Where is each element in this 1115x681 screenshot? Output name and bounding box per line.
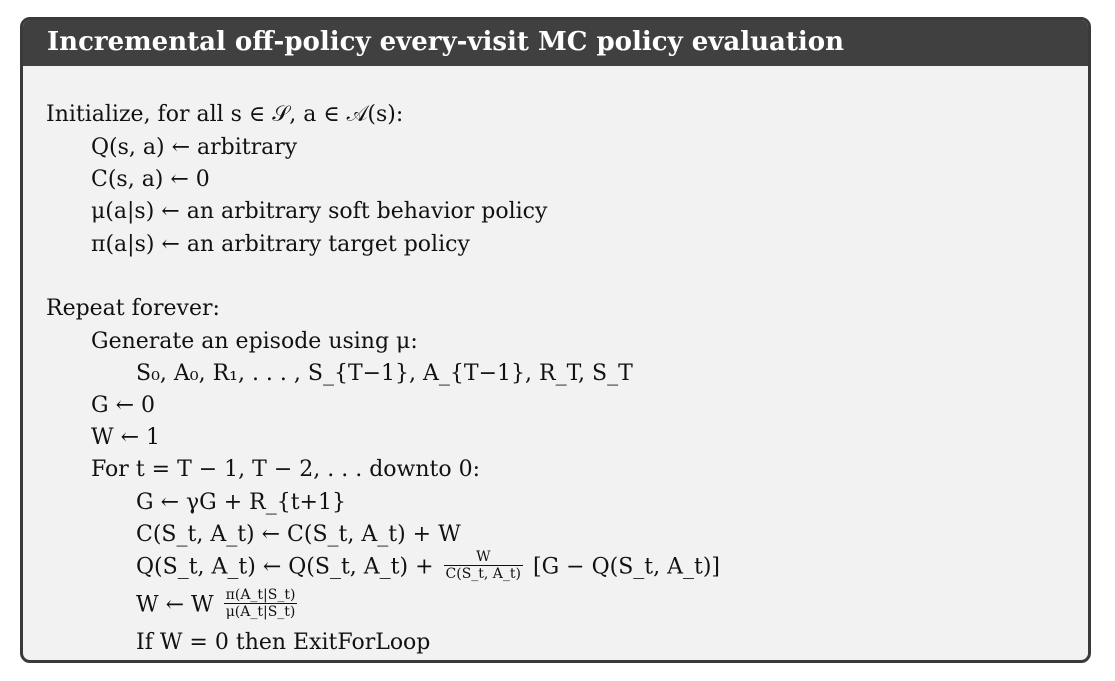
episode-sequence-line: S₀, A₀, R₁, . . . , S_{T−1}, A_{T−1}, R_…	[136, 361, 633, 386]
w-init-line: W ← 1	[91, 425, 161, 450]
algorithm-header: Incremental off-policy every-visit MC po…	[23, 20, 1088, 66]
algorithm-title: Incremental off-policy every-visit MC po…	[47, 27, 845, 57]
w-update-fraction-denominator: μ(A_t|S_t)	[225, 604, 296, 620]
q-update-line: Q(S_t, A_t) ← Q(S_t, A_t) + W C(S_t, A_t…	[136, 550, 721, 582]
repeat-line: Repeat forever:	[46, 296, 220, 321]
generate-episode-line: Generate an episode using μ:	[91, 329, 418, 354]
init-c-line: C(s, a) ← 0	[91, 167, 210, 192]
for-loop-line: For t = T − 1, T − 2, . . . downto 0:	[91, 457, 481, 482]
algorithm-body: Initialize, for all s ∈ 𝒮, a ∈ 𝒜(s): Q(s…	[23, 66, 1088, 660]
g-init-line: G ← 0	[91, 393, 155, 418]
g-update-line: G ← γG + R_{t+1}	[136, 490, 346, 515]
init-pi-line: π(a|s) ← an arbitrary target policy	[91, 232, 470, 257]
algorithm-box: Incremental off-policy every-visit MC po…	[20, 17, 1091, 663]
w-update-line: W ← W π(A_t|S_t) μ(A_t|S_t)	[136, 587, 300, 620]
q-update-lhs: Q(S_t, A_t) ← Q(S_t, A_t) +	[136, 554, 434, 580]
q-update-fraction-numerator: W	[443, 550, 524, 566]
init-q-line: Q(s, a) ← arbitrary	[91, 135, 298, 160]
init-mu-line: μ(a|s) ← an arbitrary soft behavior poli…	[91, 199, 548, 224]
q-update-rhs: [G − Q(S_t, A_t)]	[533, 554, 721, 580]
init-line: Initialize, for all s ∈ 𝒮, a ∈ 𝒜(s):	[46, 102, 404, 127]
w-update-fraction-numerator: π(A_t|S_t)	[223, 587, 298, 604]
exit-condition-line: If W = 0 then ExitForLoop	[136, 630, 431, 655]
q-update-fraction: W C(S_t, A_t)	[443, 550, 524, 582]
c-update-line: C(S_t, A_t) ← C(S_t, A_t) + W	[136, 522, 461, 547]
w-update-fraction: π(A_t|S_t) μ(A_t|S_t)	[223, 587, 298, 620]
q-update-fraction-denominator: C(S_t, A_t)	[445, 566, 522, 582]
w-update-lhs: W ← W	[136, 592, 214, 618]
